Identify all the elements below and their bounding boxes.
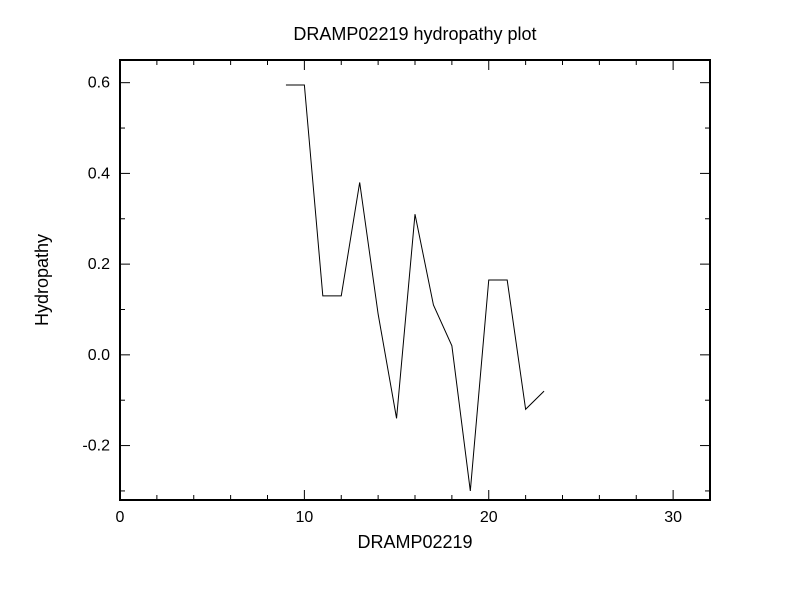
plot-area	[120, 60, 710, 500]
x-axis-label: DRAMP02219	[357, 532, 472, 552]
chart-title: DRAMP02219 hydropathy plot	[293, 24, 536, 44]
y-tick-label: -0.2	[82, 438, 110, 455]
y-tick-label: 0.0	[88, 347, 110, 364]
y-tick-label: 0.6	[88, 75, 110, 92]
y-axis-label: Hydropathy	[32, 234, 52, 326]
data-line	[286, 85, 544, 491]
x-tick-label: 0	[116, 509, 125, 526]
chart-container: 0 10 20 30 -0.2 0.0 0.2 0.4 0.6 DRAMP02219 hydrop…	[0, 0, 800, 600]
x-tick-label: 20	[480, 509, 498, 526]
y-tick-label: 0.2	[88, 256, 110, 273]
y-tick-label: 0.4	[88, 165, 110, 182]
x-tick-label: 30	[664, 509, 682, 526]
x-tick-label: 10	[295, 509, 313, 526]
hydropathy-plot: 0 10 20 30 -0.2 0.0 0.2 0.4 0.6 DRAMP02219 hydrop…	[0, 0, 800, 600]
